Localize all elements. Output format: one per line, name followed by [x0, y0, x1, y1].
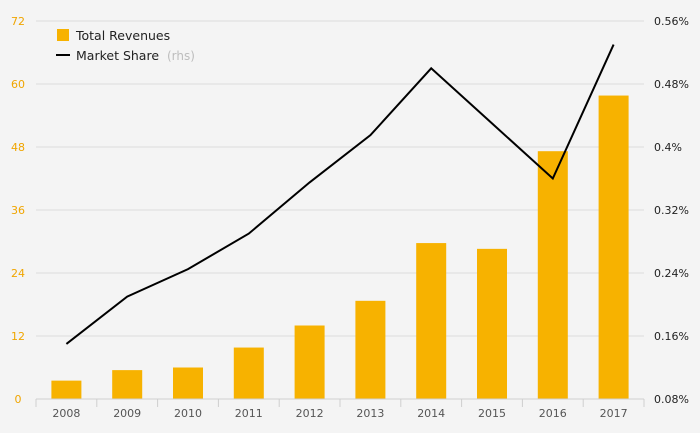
x-axis-tick-label: 2009 — [113, 407, 141, 420]
x-axis-tick-label: 2012 — [296, 407, 324, 420]
revenue-bar — [233, 347, 264, 399]
left-axis-tick-label: 12 — [11, 330, 25, 343]
right-axis-tick-label: 0.56% — [654, 15, 689, 28]
revenue-bar — [598, 95, 629, 400]
gridlines — [36, 20, 644, 400]
legend: Total Revenues Market Share (rhs) — [56, 28, 195, 63]
x-axis-tick-label: 2015 — [478, 407, 506, 420]
x-axis-tick-label: 2008 — [52, 407, 80, 420]
right-axis-tick-label: 0.4% — [654, 141, 682, 154]
x-axis-tick-label: 2014 — [417, 407, 445, 420]
svg-text:Market Share (rhs): Market Share (rhs) — [76, 48, 195, 63]
revenue-bar — [51, 380, 82, 399]
right-axis-tick-label: 0.32% — [654, 204, 689, 217]
market-share-line-group — [65, 44, 615, 345]
left-axis-tick-label: 72 — [11, 15, 25, 28]
x-axis-tick-label: 2016 — [539, 407, 567, 420]
right-axis-tick-label: 0.16% — [654, 330, 689, 343]
left-axis-tick-label: 60 — [11, 78, 25, 91]
legend-label-rhs: (rhs) — [167, 49, 195, 63]
right-axis-tick-label: 0.24% — [654, 267, 689, 280]
right-axis-tick-label: 0.08% — [654, 393, 689, 406]
revenue-bar — [355, 300, 386, 399]
revenue-bars — [51, 95, 629, 400]
x-axis-tick-label: 2017 — [600, 407, 628, 420]
left-axis-tick-label: 24 — [11, 267, 25, 280]
revenue-bar — [416, 243, 447, 399]
market-share-line — [65, 44, 615, 345]
left-axis-tick-label: 36 — [11, 204, 25, 217]
revenue-bar — [173, 367, 203, 399]
right-axis-tick-label: 0.48% — [654, 78, 689, 91]
revenue-bar — [477, 248, 507, 399]
legend-label-total-revenues: Total Revenues — [75, 28, 170, 43]
legend-swatch-total-revenues — [57, 29, 69, 41]
left-axis-tick-label: 48 — [11, 141, 25, 154]
x-axis-tick-label: 2013 — [356, 407, 384, 420]
left-axis-tick-label: 0 — [15, 393, 22, 406]
revenue-bar — [294, 325, 325, 399]
axes: 0 12 24 36 48 60 72 0.08% 0.16% 0.24% 0.32% 0.4% 0.4… — [11, 15, 689, 420]
x-axis-tick-label: 2010 — [174, 407, 202, 420]
revenue-bar — [537, 151, 568, 399]
revenue-bar — [112, 370, 143, 399]
legend-label-market-share: Market Share — [76, 48, 159, 63]
x-axis-tick-label: 2011 — [235, 407, 263, 420]
